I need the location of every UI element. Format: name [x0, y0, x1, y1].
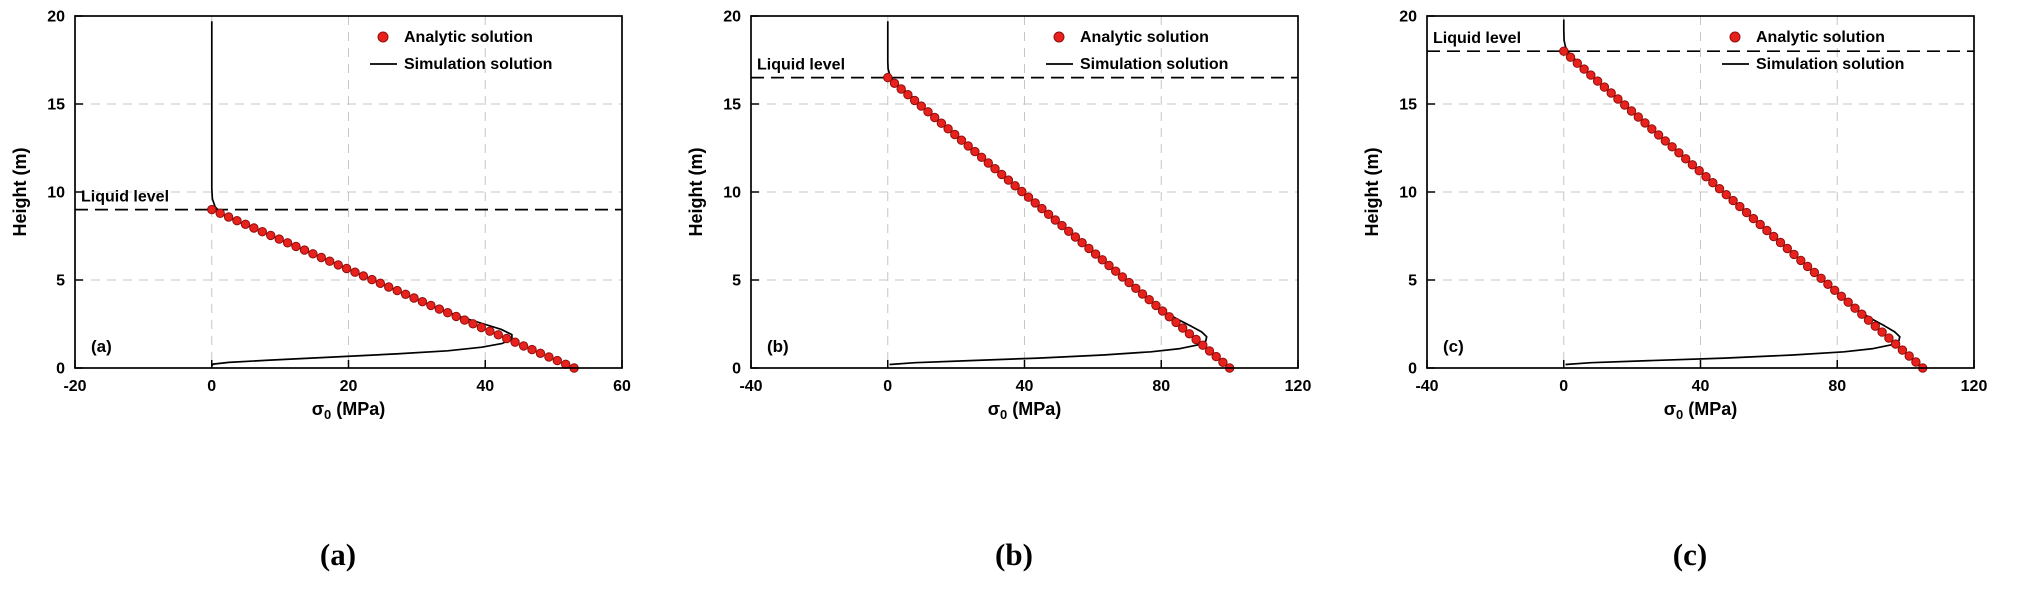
chart-c: Liquid level-40 0 40 80 12005101520Analytic … [1362, 9, 1987, 423]
legend: Analytic solution Simulation solution [370, 29, 552, 73]
legend-simulation-label: Simulation solution [1756, 56, 1904, 73]
svg-text:80: 80 [1828, 378, 1846, 395]
svg-text:5: 5 [732, 273, 741, 290]
legend-analytic-label: Analytic solution [1756, 29, 1885, 46]
analytic-markers [1559, 46, 1928, 373]
panel-label: (a) [91, 337, 112, 356]
legend: Analytic solution Simulation solution [1046, 29, 1228, 73]
liquid-level-label: Liquid level [1433, 30, 1521, 47]
x-axis-label: σ0 (MPa) [1664, 399, 1738, 422]
panel-a: Liquid level -20 0 20 40 60 0 5 10 15 20 Analytic s… [0, 0, 676, 602]
svg-text:0: 0 [883, 378, 892, 395]
chart-b: Liquid level-40 0 40 80 12005101520Analytic … [686, 9, 1311, 423]
svg-text:0: 0 [207, 378, 216, 395]
svg-text:15: 15 [47, 97, 65, 114]
svg-text:0: 0 [56, 361, 65, 378]
legend-simulation-label: Simulation solution [404, 56, 552, 73]
grid [75, 16, 622, 368]
liquid-level-label: Liquid level [757, 57, 845, 74]
y-axis-label: Height (m) [10, 148, 30, 237]
panel-caption-c: (c) [1672, 537, 1708, 572]
panel-caption-b: (b) [995, 537, 1033, 572]
legend-analytic-marker [1053, 31, 1065, 43]
y-axis-label: Height (m) [1362, 148, 1382, 237]
svg-text:40: 40 [476, 378, 494, 395]
svg-text:-20: -20 [63, 378, 86, 395]
legend-analytic-label: Analytic solution [404, 29, 533, 46]
panel-caption-a: (a) [319, 537, 357, 572]
svg-text:10: 10 [723, 185, 741, 202]
svg-text:5: 5 [1408, 273, 1417, 290]
svg-text:120: 120 [1961, 378, 1988, 395]
panel-b: Liquid level -40 0 40 80 120 0 5 10 15 20 Analytic … [676, 0, 1352, 602]
svg-text:20: 20 [340, 378, 358, 395]
panel-c: Liquid level -40 0 40 80 120 0 5 10 15 20 Analytic … [1352, 0, 2027, 602]
svg-text:20: 20 [47, 9, 65, 26]
svg-text:20: 20 [723, 9, 741, 26]
svg-text:15: 15 [1399, 97, 1417, 114]
svg-text:-40: -40 [1415, 378, 1438, 395]
svg-text:120: 120 [1285, 378, 1312, 395]
svg-text:40: 40 [1692, 378, 1710, 395]
x-axis-label: σ0 (MPa) [312, 399, 386, 422]
panel-label: (c) [1443, 337, 1464, 356]
svg-text:10: 10 [47, 185, 65, 202]
svg-text:80: 80 [1152, 378, 1170, 395]
svg-text:0: 0 [1559, 378, 1568, 395]
svg-text:0: 0 [1408, 361, 1417, 378]
analytic-markers [207, 204, 579, 373]
svg-text:20: 20 [1399, 9, 1417, 26]
y-axis-label: Height (m) [686, 148, 706, 237]
svg-text:40: 40 [1016, 378, 1034, 395]
svg-text:-40: -40 [739, 378, 762, 395]
legend-simulation-label: Simulation solution [1080, 56, 1228, 73]
svg-text:5: 5 [56, 273, 65, 290]
svg-text:0: 0 [732, 361, 741, 378]
svg-text:10: 10 [1399, 185, 1417, 202]
panel-label: (b) [767, 337, 789, 356]
legend-analytic-marker [1729, 31, 1741, 43]
grid [1427, 16, 1974, 368]
legend-analytic-label: Analytic solution [1080, 29, 1209, 46]
ticks [750, 15, 1299, 369]
legend: Analytic solution Simulation solution [1722, 29, 1904, 73]
analytic-markers [883, 72, 1235, 373]
svg-text:60: 60 [613, 378, 631, 395]
legend-analytic-marker [377, 31, 389, 43]
liquid-level-label: Liquid level [81, 189, 169, 206]
ticks [74, 15, 623, 369]
svg-text:15: 15 [723, 97, 741, 114]
ticks [1426, 15, 1975, 369]
x-axis-label: σ0 (MPa) [988, 399, 1062, 422]
